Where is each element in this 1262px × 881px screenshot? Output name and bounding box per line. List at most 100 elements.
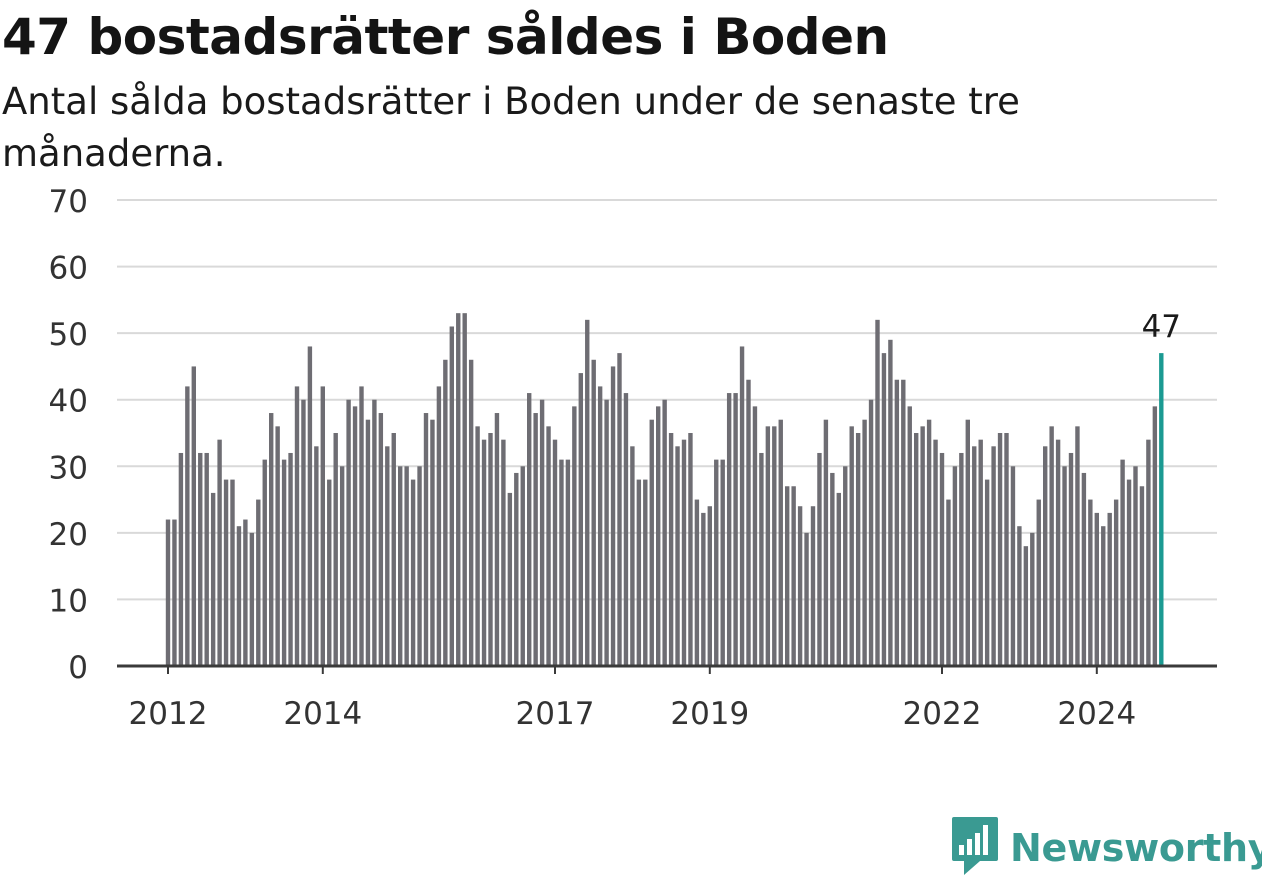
bar <box>546 426 551 666</box>
bar <box>1036 499 1041 666</box>
bar <box>1152 406 1158 666</box>
bar <box>269 413 274 666</box>
bar <box>810 506 816 666</box>
bar <box>772 426 777 666</box>
x-tick-label: 2014 <box>283 696 362 732</box>
bar <box>804 532 809 666</box>
bar <box>172 519 177 666</box>
bar <box>907 406 912 666</box>
chart-title: 47 bostadsrätter såldes i Boden <box>2 8 889 66</box>
bar <box>1081 472 1087 666</box>
bar <box>1120 459 1125 666</box>
bar <box>443 359 448 666</box>
bar <box>894 379 900 666</box>
bar <box>217 439 222 666</box>
bar <box>468 359 474 666</box>
bar <box>204 452 209 666</box>
bar <box>385 446 390 666</box>
bar <box>694 499 700 666</box>
bar <box>1139 486 1145 666</box>
chart-subtitle: Antal sålda bostadsrätter i Boden under … <box>2 80 1020 175</box>
bar <box>262 459 267 666</box>
bar <box>1010 466 1016 666</box>
y-tick-label: 10 <box>49 583 88 619</box>
bar <box>1043 446 1048 666</box>
bar <box>1075 426 1080 666</box>
bar <box>410 479 416 666</box>
y-tick-label: 30 <box>49 450 88 486</box>
bar <box>778 419 783 666</box>
bar <box>346 399 351 666</box>
bar <box>365 419 371 666</box>
bar <box>391 433 396 666</box>
bar <box>501 439 506 666</box>
bar <box>823 419 829 666</box>
bar <box>759 452 764 666</box>
bar <box>165 519 171 666</box>
bar <box>404 466 409 666</box>
bar <box>849 426 854 666</box>
bar <box>610 366 616 666</box>
bar <box>817 452 822 666</box>
bar <box>836 492 841 666</box>
bar <box>630 446 635 666</box>
x-tick-label: 2012 <box>129 696 208 732</box>
y-tick-label: 60 <box>49 251 88 287</box>
bar <box>578 373 583 666</box>
bar <box>572 406 577 666</box>
bar <box>997 433 1003 666</box>
bar <box>623 393 629 666</box>
newsworthy-logo[interactable]: Newsworthy <box>950 816 1262 880</box>
bar <box>256 499 261 666</box>
bar <box>398 466 403 666</box>
bar <box>417 466 422 666</box>
bar <box>914 433 919 666</box>
bar <box>475 426 480 666</box>
bars <box>165 313 1164 666</box>
bar <box>359 386 364 666</box>
bar <box>791 486 796 666</box>
bar <box>178 452 184 666</box>
bar-chart-speech-bubble-icon <box>950 815 1000 881</box>
bar <box>314 446 319 666</box>
bar <box>668 433 674 666</box>
bar <box>617 353 622 666</box>
x-axis: 2012 2014 2017 2019 2022 2024 <box>117 664 1217 732</box>
bar <box>488 433 493 666</box>
bar <box>752 406 758 666</box>
bar <box>372 399 377 666</box>
bar <box>307 346 313 666</box>
bar <box>565 459 571 666</box>
bar <box>1030 532 1035 666</box>
bar <box>1023 546 1029 666</box>
bar <box>656 406 661 666</box>
bar <box>462 313 467 666</box>
bar <box>643 479 648 666</box>
bar <box>1101 526 1106 666</box>
bar <box>701 512 706 666</box>
bar <box>720 459 725 666</box>
x-tick-label: 2022 <box>903 696 982 732</box>
bar <box>972 446 977 666</box>
y-axis-ticks: 0 10 20 30 40 50 60 70 <box>49 184 88 686</box>
bar <box>288 452 293 666</box>
bar <box>1113 499 1119 666</box>
bar <box>901 379 906 666</box>
bar <box>726 393 732 666</box>
bar <box>1055 439 1061 666</box>
bar <box>539 399 545 666</box>
bar <box>352 406 358 666</box>
bar <box>585 319 590 666</box>
bar <box>552 439 558 666</box>
bar <box>681 439 687 666</box>
bar <box>855 433 861 666</box>
bar <box>1133 466 1138 666</box>
bar <box>1094 512 1099 666</box>
bar <box>507 492 513 666</box>
x-tick-label: 2019 <box>670 696 749 732</box>
bar <box>301 399 306 666</box>
bar <box>249 532 255 666</box>
bar <box>888 339 893 666</box>
bar <box>559 459 564 666</box>
bar <box>191 366 196 666</box>
